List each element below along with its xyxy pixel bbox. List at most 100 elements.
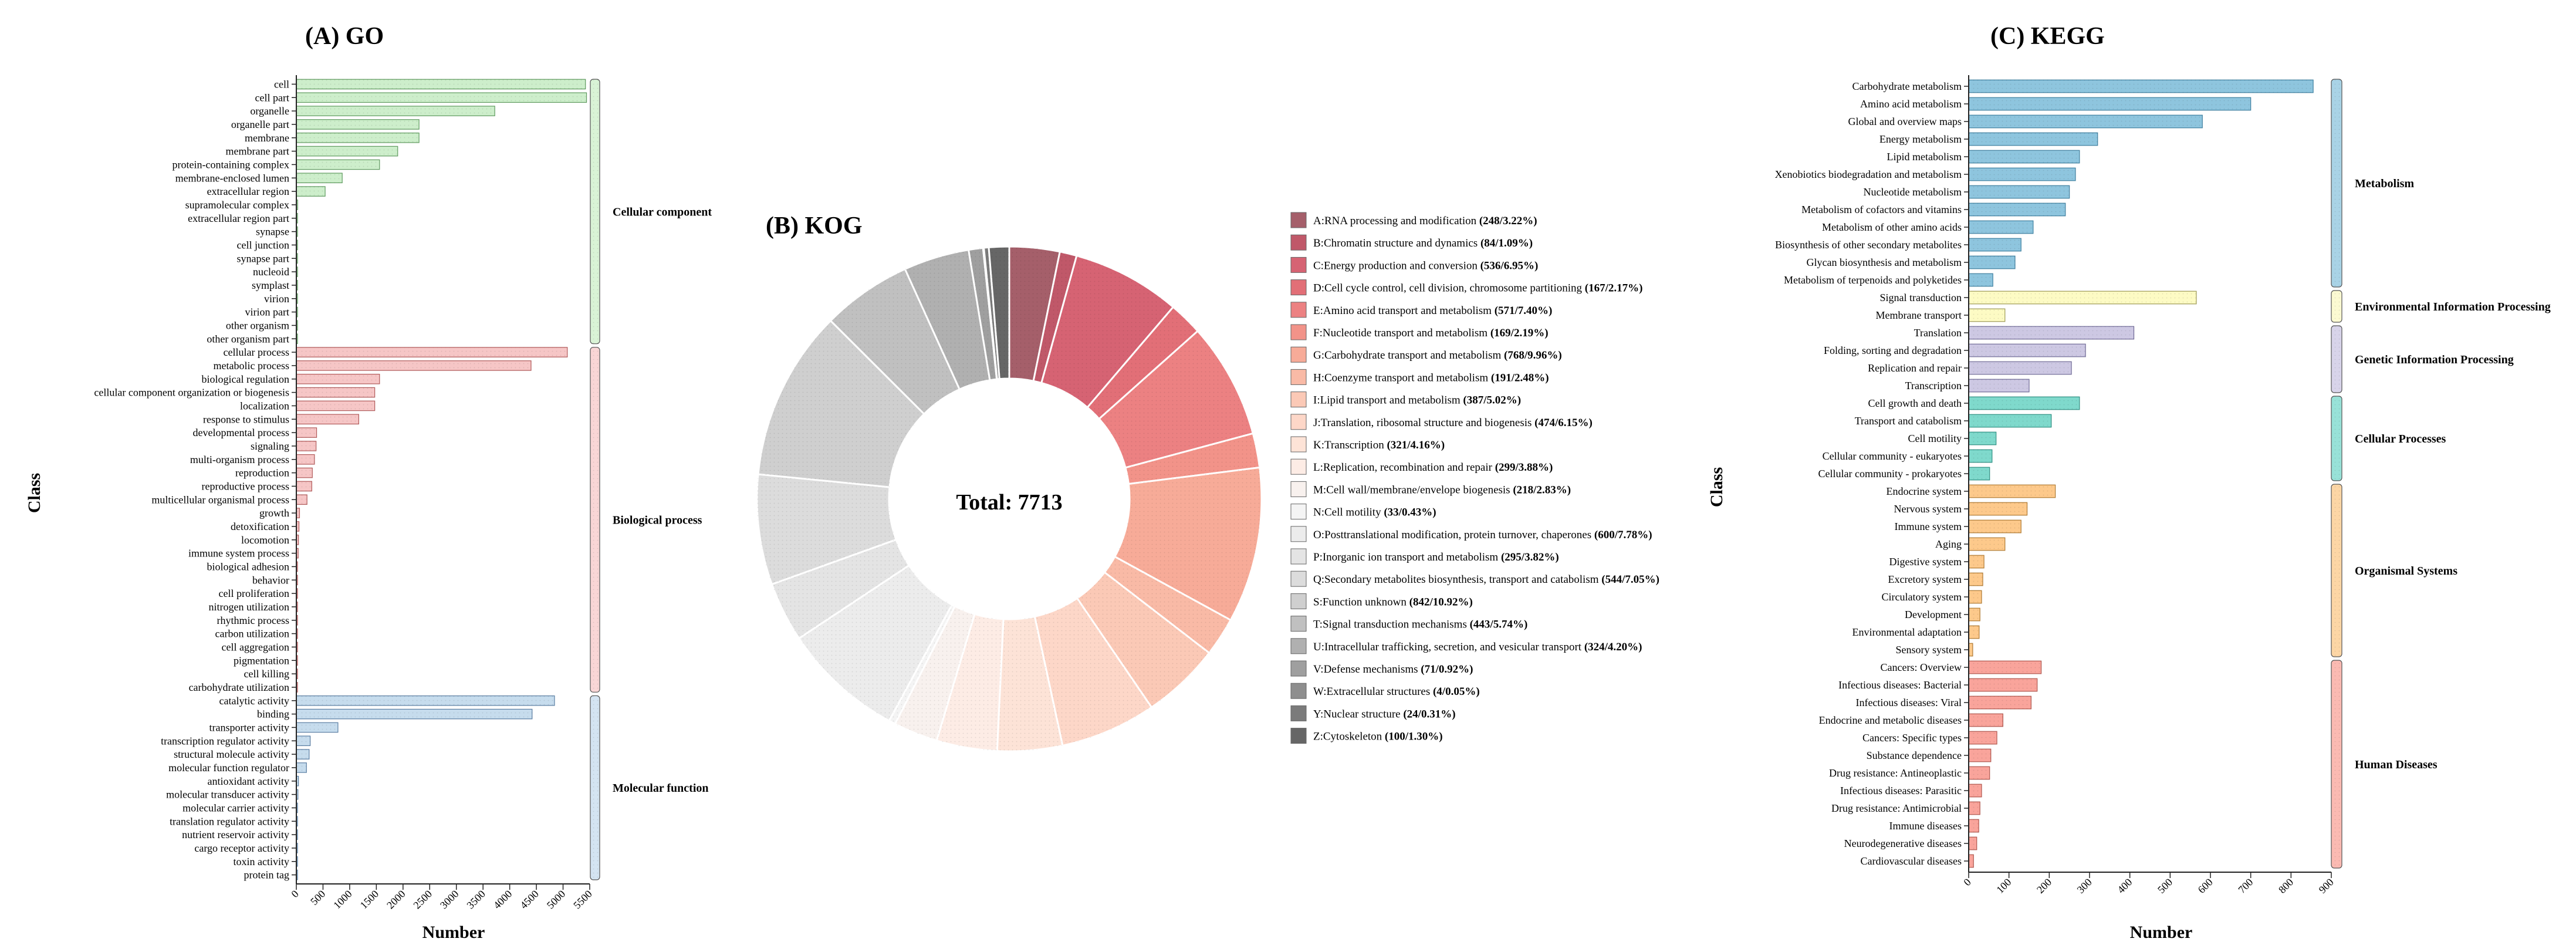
kog-slice-n-texture bbox=[889, 605, 955, 724]
kog-legend-a-label: A:RNA processing and modification (248/3… bbox=[1313, 215, 1537, 227]
go-biological-process-13-bar-texture bbox=[296, 521, 299, 532]
kegg-group-cellular-processes-bracket-texture bbox=[2331, 396, 2342, 481]
kegg-metabolism-5-label: Xenobiotics biodegradation and metabolis… bbox=[1775, 168, 1962, 180]
kegg-organismal-systems-2-bar-texture bbox=[1969, 520, 2021, 533]
kegg-cellular-processes-3-label: Cellular community - eukaryotes bbox=[1823, 450, 1962, 462]
kog-legend-b-stat: (84/1.09%) bbox=[1480, 237, 1533, 249]
kog-legend-k-stat: (321/4.16%) bbox=[1387, 439, 1445, 451]
kegg-cellular-processes-0-bar-texture bbox=[1969, 397, 2080, 410]
kog-legend-u-stat: (324/4.20%) bbox=[1584, 641, 1642, 653]
kog-legend-e-swatch bbox=[1290, 302, 1307, 318]
kog-panel: (B) KOG Total: 7713 A:RNA processing and… bbox=[756, 212, 1659, 752]
go-molecular-function-1-bar-texture bbox=[296, 709, 532, 719]
kegg-bars: Carbohydrate metabolism Amino acid metabo… bbox=[1775, 75, 2551, 896]
kog-legend-t-label: T:Signal transduction mechanisms (443/5.… bbox=[1313, 619, 1527, 631]
kog-legend-q-label: Q:Secondary metabolites biosynthesis, tr… bbox=[1313, 573, 1659, 586]
kog-legend-l-label: L:Replication, recombination and repair … bbox=[1313, 461, 1553, 474]
go-cellular-component-7-bar-texture bbox=[296, 173, 343, 183]
kog-legend-b-label: B:Chromatin structure and dynamics (84/1… bbox=[1313, 237, 1533, 249]
go-cellular-component-9-bar-texture bbox=[296, 200, 298, 210]
kog-legend-q-name: Q:Secondary metabolites biosynthesis, tr… bbox=[1313, 573, 1601, 586]
kog-legend-d-label: D:Cell cycle control, cell division, chr… bbox=[1313, 282, 1642, 295]
kegg-title: (C) KEGG bbox=[1990, 23, 2105, 50]
kog-legend-v-swatch bbox=[1290, 660, 1307, 677]
go-biological-process-14-label: locomotion bbox=[241, 534, 289, 546]
kog-legend-m-label: M:Cell wall/membrane/envelope biogenesis… bbox=[1313, 484, 1571, 496]
kog-legend-v-name: V:Defense mechanisms bbox=[1313, 663, 1421, 676]
kog-legend-f-name: F:Nucleotide transport and metabolism bbox=[1313, 327, 1490, 339]
go-biological-process-9-bar-texture bbox=[296, 468, 313, 478]
kog-legend-s-stat: (842/10.92%) bbox=[1409, 596, 1473, 608]
kog-legend-e-stat: (571/7.40%) bbox=[1495, 305, 1553, 317]
kog-slice-y-texture bbox=[983, 247, 1000, 380]
kegg-x-tick-label-300: 300 bbox=[2075, 876, 2094, 896]
kog-legend-q-stat: (544/7.05%) bbox=[1601, 573, 1659, 586]
kegg-human-diseases-8-bar-texture bbox=[1969, 802, 1980, 815]
kog-slice-o-texture bbox=[799, 565, 952, 721]
kegg-human-diseases-1-bar-texture bbox=[1969, 678, 2037, 691]
kegg-organismal-systems-3-label: Aging bbox=[1935, 538, 1962, 550]
kog-slice-a-texture bbox=[1009, 247, 1060, 382]
kog-legend-g-stat: (768/9.96%) bbox=[1504, 349, 1562, 362]
kegg-human-diseases-1-label: Infectious diseases: Bacterial bbox=[1838, 679, 1962, 691]
kog-slice-q-texture bbox=[757, 474, 897, 585]
kog-legend-s-label: S:Function unknown (842/10.92%) bbox=[1313, 596, 1473, 608]
kog-legend-y-name: Y:Nuclear structure bbox=[1313, 708, 1403, 720]
go-molecular-function-9-label: translation regulator activity bbox=[170, 815, 289, 827]
go-cellular-component-0-bar-texture bbox=[296, 79, 586, 89]
kog-legend-i-name: I:Lipid transport and metabolism bbox=[1313, 394, 1463, 407]
kegg-environmental-information-processing-0-bar-texture bbox=[1969, 291, 2196, 304]
go-cellular-component-2-bar-texture bbox=[296, 106, 495, 116]
kog-legend-m-stat: (218/2.83%) bbox=[1513, 484, 1571, 496]
kegg-genetic-information-processing-1-label: Folding, sorting and degradation bbox=[1824, 345, 1962, 356]
go-cellular-component-3-bar-texture bbox=[296, 119, 420, 130]
kegg-group-environmental-information-processing-label: Environmental Information Processing bbox=[2355, 301, 2551, 313]
kegg-organismal-systems-1-bar-texture bbox=[1969, 502, 2027, 515]
kog-legend-w-swatch bbox=[1290, 683, 1307, 699]
kegg-group-organismal-systems-bracket-texture bbox=[2331, 484, 2342, 657]
go-x-tick-label-1500: 1500 bbox=[358, 888, 381, 912]
go-biological-process-15-label: immune system process bbox=[188, 548, 289, 559]
kegg-cellular-processes-0-label: Cell growth and death bbox=[1868, 397, 1962, 409]
kog-legend-h-swatch bbox=[1290, 369, 1307, 385]
go-cellular-component-14-label: nucleoid bbox=[253, 266, 289, 278]
kegg-organismal-systems-4-label: Digestive system bbox=[1889, 556, 1962, 568]
kegg-human-diseases-8-label: Drug resistance: Antimicrobial bbox=[1831, 802, 1962, 814]
kog-legend-p-stat: (295/3.82%) bbox=[1501, 551, 1559, 563]
kog-legend-s-name: S:Function unknown bbox=[1313, 596, 1409, 608]
kegg-x-tick-label-100: 100 bbox=[1994, 876, 2013, 896]
kegg-x-tick-label-600: 600 bbox=[2196, 876, 2215, 896]
kog-legend-w-name: W:Extracellular structures bbox=[1313, 686, 1433, 698]
go-biological-process-20-label: rhythmic process bbox=[217, 615, 289, 626]
go-cellular-component-5-bar-texture bbox=[296, 146, 398, 156]
kegg-metabolism-1-label: Amino acid metabolism bbox=[1860, 98, 1962, 110]
kog-slice-m-texture bbox=[895, 606, 975, 741]
kog-slice-s-texture bbox=[758, 320, 924, 487]
go-cellular-component-19-label: other organism part bbox=[207, 333, 289, 345]
go-x-tick-label-2500: 2500 bbox=[411, 888, 435, 912]
kegg-metabolism-9-label: Biosynthesis of other secondary metaboli… bbox=[1775, 239, 1962, 251]
kog-legend-g-label: G:Carbohydrate transport and metabolism … bbox=[1313, 349, 1562, 362]
kegg-human-diseases-4-label: Cancers: Specific types bbox=[1862, 732, 1962, 744]
go-biological-process-25-label: carbohydrate utilization bbox=[189, 681, 289, 693]
go-cellular-component-8-bar-texture bbox=[296, 186, 326, 197]
go-biological-process-2-label: biological regulation bbox=[202, 373, 289, 385]
kog-legend-w-label: W:Extracellular structures (4/0.05%) bbox=[1313, 686, 1480, 698]
kog-donut bbox=[756, 245, 1263, 752]
kegg-cellular-processes-4-bar-texture bbox=[1969, 467, 1990, 480]
go-biological-process-0-label: cellular process bbox=[224, 346, 289, 358]
kegg-x-tick-label-200: 200 bbox=[2034, 876, 2054, 896]
kog-legend-c-stat: (536/6.95%) bbox=[1480, 259, 1539, 272]
go-molecular-function-2-label: transporter activity bbox=[209, 721, 289, 733]
kog-legend-j-swatch bbox=[1290, 414, 1307, 430]
go-biological-process-1-bar-texture bbox=[296, 360, 531, 371]
go-biological-process-4-label: localization bbox=[240, 400, 289, 411]
kog-legend-j-label: J:Translation, ribosomal structure and b… bbox=[1313, 417, 1593, 429]
kegg-human-diseases-5-label: Substance dependence bbox=[1867, 750, 1962, 761]
go-cellular-component-2-label: organelle bbox=[250, 105, 289, 117]
kog-legend-i-label: I:Lipid transport and metabolism (387/5.… bbox=[1313, 394, 1521, 407]
go-cellular-component-5-label: membrane part bbox=[226, 146, 289, 157]
kegg-organismal-systems-7-label: Development bbox=[1905, 609, 1962, 620]
go-molecular-function-0-label: catalytic activity bbox=[219, 695, 289, 707]
kegg-human-diseases-9-label: Immune diseases bbox=[1889, 820, 1962, 832]
